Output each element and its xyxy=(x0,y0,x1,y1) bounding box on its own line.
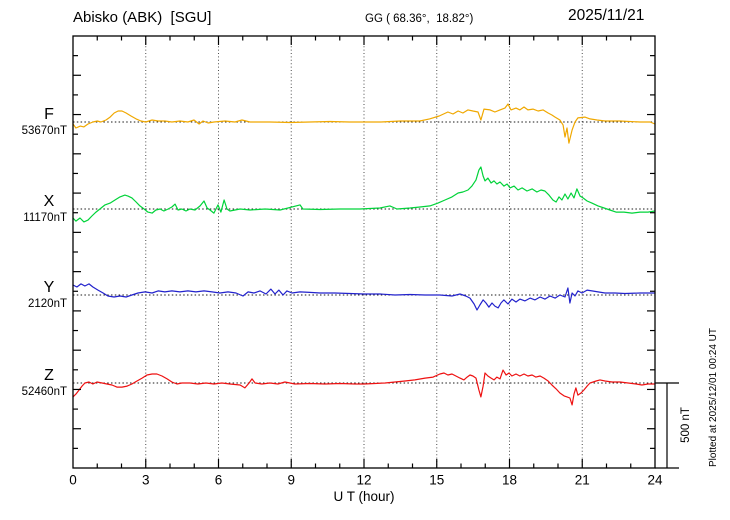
series-F-base-value: 53670nT xyxy=(22,125,67,137)
series-Y-base-value: 2120nT xyxy=(28,298,67,310)
scale-bar-label: 500 nT xyxy=(680,407,692,443)
hour-ticks xyxy=(96,36,632,468)
series-X-curve xyxy=(72,166,656,223)
series-F-curve xyxy=(72,103,656,144)
x-axis-label: U T (hour) xyxy=(333,489,394,504)
x-tick-label-24: 24 xyxy=(647,473,663,488)
series-X-letter: X xyxy=(44,193,55,210)
plotted-at-note: Plotted at 2025/12/01 00:24 UT xyxy=(708,328,719,467)
geographic-coords: GG ( 68.36°, 18.82°) xyxy=(365,13,474,25)
scale-bar: 500 nT xyxy=(655,382,692,469)
x-tick-label-0: 0 xyxy=(69,473,77,488)
x-tick-label-9: 9 xyxy=(287,473,295,488)
series-Z-letter: Z xyxy=(44,367,54,384)
hour-gridlines xyxy=(145,36,583,468)
x-tick-label-21: 21 xyxy=(575,473,590,488)
series-F-letter: F xyxy=(44,106,54,123)
x-tick-label-15: 15 xyxy=(429,473,444,488)
series-Y-letter: Y xyxy=(44,279,55,296)
x-tick-label-3: 3 xyxy=(142,473,150,488)
series-Z-curve xyxy=(72,369,656,406)
series-X-base-value: 11170nT xyxy=(23,212,67,224)
plot-border xyxy=(72,35,656,469)
x-tick-label-6: 6 xyxy=(215,473,223,488)
plot-date: 2025/11/21 xyxy=(568,7,645,24)
series-Y-curve xyxy=(72,283,656,311)
station-title: Abisko (ABK) [SGU] xyxy=(73,9,212,26)
x-tick-label-18: 18 xyxy=(502,473,517,488)
amplitude-ticks xyxy=(73,55,655,449)
x-tick-label-12: 12 xyxy=(356,473,371,488)
series-Z-base-value: 52460nT xyxy=(22,386,67,398)
